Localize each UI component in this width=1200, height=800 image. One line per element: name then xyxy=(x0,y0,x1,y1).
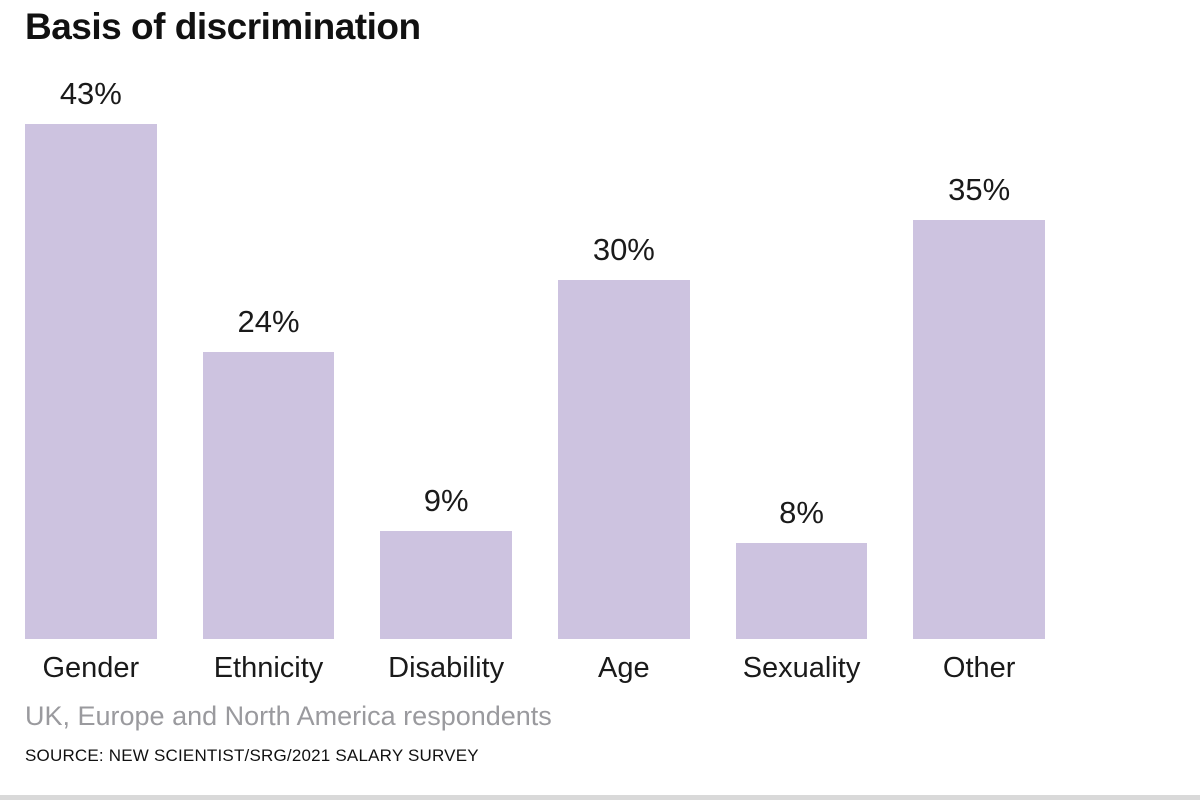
bar xyxy=(25,124,157,639)
bar xyxy=(202,351,335,639)
bar-group: 9% Disability xyxy=(380,483,513,697)
bar-group: 43% Gender xyxy=(25,76,157,697)
bar-group: 24% Ethnicity xyxy=(202,303,335,697)
bar-value-label: 35% xyxy=(948,171,1011,207)
bar xyxy=(913,219,1046,639)
bar-value-label: 24% xyxy=(237,303,300,339)
bar-value-label: 30% xyxy=(592,231,655,267)
bar-value-label: 43% xyxy=(59,76,122,111)
bar-group: 35% Other xyxy=(913,171,1046,697)
category-label: Gender xyxy=(42,651,140,684)
category-label: Other xyxy=(942,651,1016,684)
bar-value-label: 8% xyxy=(779,495,824,531)
category-label: Sexuality xyxy=(742,651,861,684)
category-label: Ethnicity xyxy=(213,651,324,684)
bar-value-label: 9% xyxy=(423,483,469,519)
bar xyxy=(558,279,690,639)
bottom-divider xyxy=(0,795,1200,800)
category-label: Disability xyxy=(388,651,505,684)
chart-title: Basis of discrimination xyxy=(25,6,421,47)
category-label: Age xyxy=(598,651,650,684)
chart-subtitle: UK, Europe and North America respondents xyxy=(25,701,552,731)
bar-group: 8% Sexuality xyxy=(735,495,868,697)
bar xyxy=(380,531,513,639)
bar xyxy=(735,543,868,639)
bar-group: 30% Age xyxy=(558,232,690,697)
source-credit: SOURCE: NEW SCIENTIST/SRG/2021 SALARY SU… xyxy=(25,746,479,765)
bar-chart: 43% Gender 24% Ethnicity 9% Disability 30% Age 8… xyxy=(25,76,1046,697)
